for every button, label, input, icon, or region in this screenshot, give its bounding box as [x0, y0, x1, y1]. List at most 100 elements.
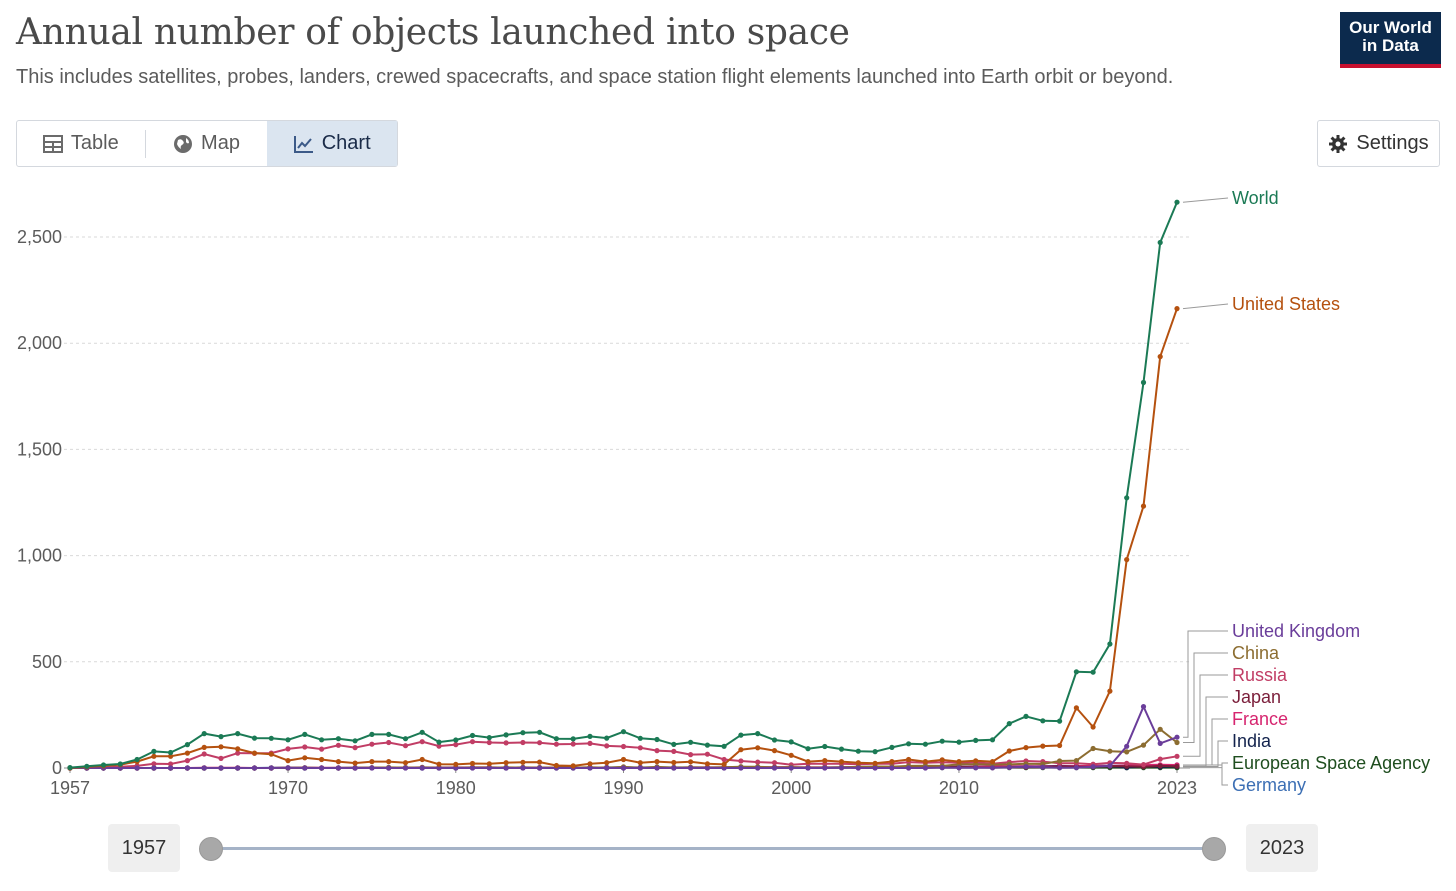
data-point [671, 741, 677, 748]
data-point [218, 755, 224, 762]
data-point [889, 765, 895, 771]
data-point [1157, 763, 1163, 769]
data-point [184, 758, 190, 764]
data-point [1073, 758, 1079, 764]
data-point [620, 765, 627, 771]
data-point [1023, 713, 1029, 720]
tab-map[interactable]: Map [146, 121, 268, 166]
data-point [755, 765, 761, 771]
data-point [369, 765, 375, 771]
data-point [168, 749, 174, 756]
data-point [587, 765, 593, 771]
data-point [872, 760, 878, 766]
data-point [922, 759, 929, 765]
data-point [771, 765, 778, 771]
data-point [134, 756, 140, 763]
data-point [419, 765, 425, 771]
data-point [251, 735, 258, 741]
data-point [419, 739, 425, 745]
data-point [721, 743, 727, 749]
data-point [302, 755, 308, 761]
data-point [1157, 740, 1163, 747]
data-point [319, 756, 325, 763]
legend-connector [1183, 674, 1228, 757]
data-point [654, 759, 660, 765]
data-point [469, 760, 476, 767]
legend-label-united-kingdom: United Kingdom [1232, 621, 1360, 641]
data-point [587, 761, 593, 767]
view-tabs: Table Map Chart [16, 120, 398, 167]
data-point [1140, 379, 1147, 386]
data-point [704, 765, 711, 771]
data-point [604, 760, 610, 766]
data-point [486, 739, 492, 746]
data-point [704, 751, 711, 757]
owid-logo[interactable]: Our World in Data [1340, 12, 1441, 68]
timeline-start-handle[interactable] [199, 837, 223, 861]
data-point [838, 746, 845, 752]
data-point [503, 740, 509, 746]
y-tick-label: 2,500 [17, 227, 62, 247]
legend-connector [1183, 652, 1228, 743]
timeline-slider: 1957 2023 [0, 820, 1456, 880]
data-point [738, 765, 744, 771]
data-point [151, 748, 157, 755]
data-point [771, 748, 778, 754]
timeline-track[interactable] [210, 847, 1214, 850]
data-point [67, 765, 73, 771]
data-point [352, 765, 358, 771]
data-point [537, 765, 543, 771]
data-point [352, 738, 358, 744]
data-point [738, 732, 744, 738]
data-point [838, 759, 845, 765]
timeline-start-year[interactable]: 1957 [108, 824, 180, 872]
data-point [1023, 764, 1029, 770]
data-point [335, 765, 341, 771]
data-point [906, 756, 912, 763]
settings-button[interactable]: Settings [1317, 120, 1440, 167]
data-point [402, 760, 409, 766]
data-point [989, 765, 996, 771]
data-point [805, 746, 811, 752]
data-point [235, 765, 241, 771]
data-point [956, 765, 962, 771]
data-point [1090, 745, 1096, 752]
gear-icon [1329, 134, 1348, 153]
data-point [419, 756, 425, 763]
data-point [84, 763, 90, 769]
data-point [503, 732, 509, 738]
data-point [235, 746, 241, 752]
data-point [1157, 239, 1163, 246]
data-point [1040, 718, 1046, 724]
data-point [419, 729, 425, 735]
data-point [520, 739, 526, 746]
data-point [520, 765, 526, 771]
data-point [1090, 724, 1096, 730]
data-point [402, 736, 409, 742]
x-tick-label: 2023 [1157, 778, 1197, 798]
data-point [973, 758, 979, 764]
x-tick-label: 1970 [268, 778, 308, 798]
data-point [637, 765, 643, 771]
tab-chart-label: Chart [321, 132, 371, 154]
data-point [1107, 641, 1113, 647]
data-point [402, 743, 409, 749]
data-point [436, 739, 442, 745]
legend-label-india: India [1232, 731, 1272, 751]
legend-connector [1183, 630, 1228, 738]
data-point [989, 759, 996, 765]
data-point [1006, 748, 1012, 754]
data-point [604, 743, 610, 749]
data-point [688, 739, 694, 745]
data-point [1140, 762, 1147, 768]
legend-connector [1182, 197, 1229, 203]
data-point [1090, 764, 1096, 770]
tab-chart[interactable]: Chart [267, 121, 397, 166]
data-point [319, 765, 325, 771]
timeline-end-year[interactable]: 2023 [1246, 824, 1318, 872]
tab-table[interactable]: Table [17, 121, 145, 166]
data-point [956, 759, 962, 765]
data-point [637, 760, 643, 766]
data-point [184, 765, 190, 771]
timeline-end-handle[interactable] [1202, 837, 1226, 861]
